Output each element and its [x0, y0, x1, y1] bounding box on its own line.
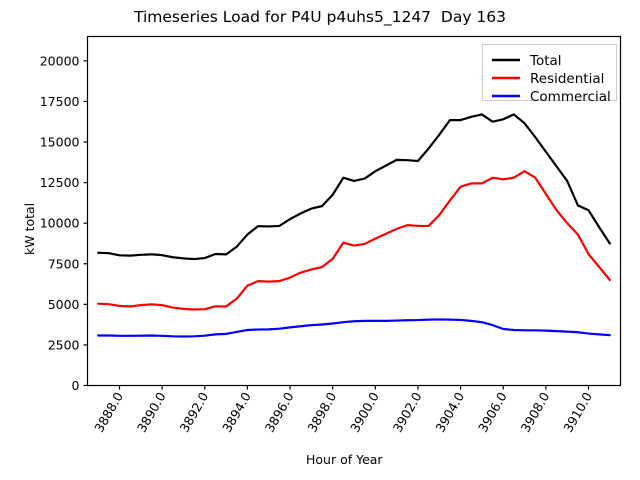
series-line-residential	[97, 170, 611, 311]
x-axis-ticks: 3888.0 3890.0 3892.0 3894.0 3896.0 3898.0 3900…	[91, 385, 595, 435]
x-tick-label: 3900.0	[347, 389, 382, 434]
x-tick-label: 3898.0	[304, 389, 339, 434]
y-tick-label: 17500	[40, 94, 80, 109]
x-tick-label: 3910.0	[560, 389, 595, 434]
y-tick-label: 2500	[48, 337, 80, 352]
x-tick-label: 3890.0	[134, 389, 169, 434]
data-series-lines	[97, 113, 611, 338]
x-tick-label: 3896.0	[262, 389, 297, 434]
x-tick-label: 3904.0	[432, 389, 467, 434]
y-tick-label: 10000	[40, 216, 80, 231]
legend-label-total: Total	[529, 53, 562, 69]
y-tick-label: 12500	[40, 175, 80, 190]
x-tick-label: 3888.0	[91, 389, 126, 434]
x-axis-label: Hour of Year	[306, 452, 383, 467]
y-tick-label: 7500	[48, 256, 80, 271]
legend-label-commercial: Commercial	[530, 89, 611, 105]
legend-label-residential: Residential	[530, 71, 604, 87]
x-tick-label: 3892.0	[176, 389, 211, 434]
x-tick-label: 3902.0	[390, 389, 425, 434]
y-tick-label: 0	[72, 378, 80, 393]
x-tick-label: 3908.0	[518, 389, 553, 434]
y-tick-label: 15000	[40, 135, 80, 150]
series-line-commercial	[97, 318, 611, 338]
y-axis-ticks: 0 2500 5000 7500 10000 12500 15000 17500 20000	[40, 53, 88, 393]
chart-title: Timeseries Load for P4U p4uhs5_1247 Day …	[133, 8, 507, 26]
series-line-total	[97, 113, 611, 261]
y-tick-label: 5000	[48, 297, 80, 312]
x-tick-label: 3906.0	[475, 389, 510, 434]
y-tick-label: 20000	[40, 53, 80, 68]
x-tick-label: 3894.0	[219, 389, 254, 434]
chart-legend: Total Residential Commercial	[482, 44, 617, 105]
